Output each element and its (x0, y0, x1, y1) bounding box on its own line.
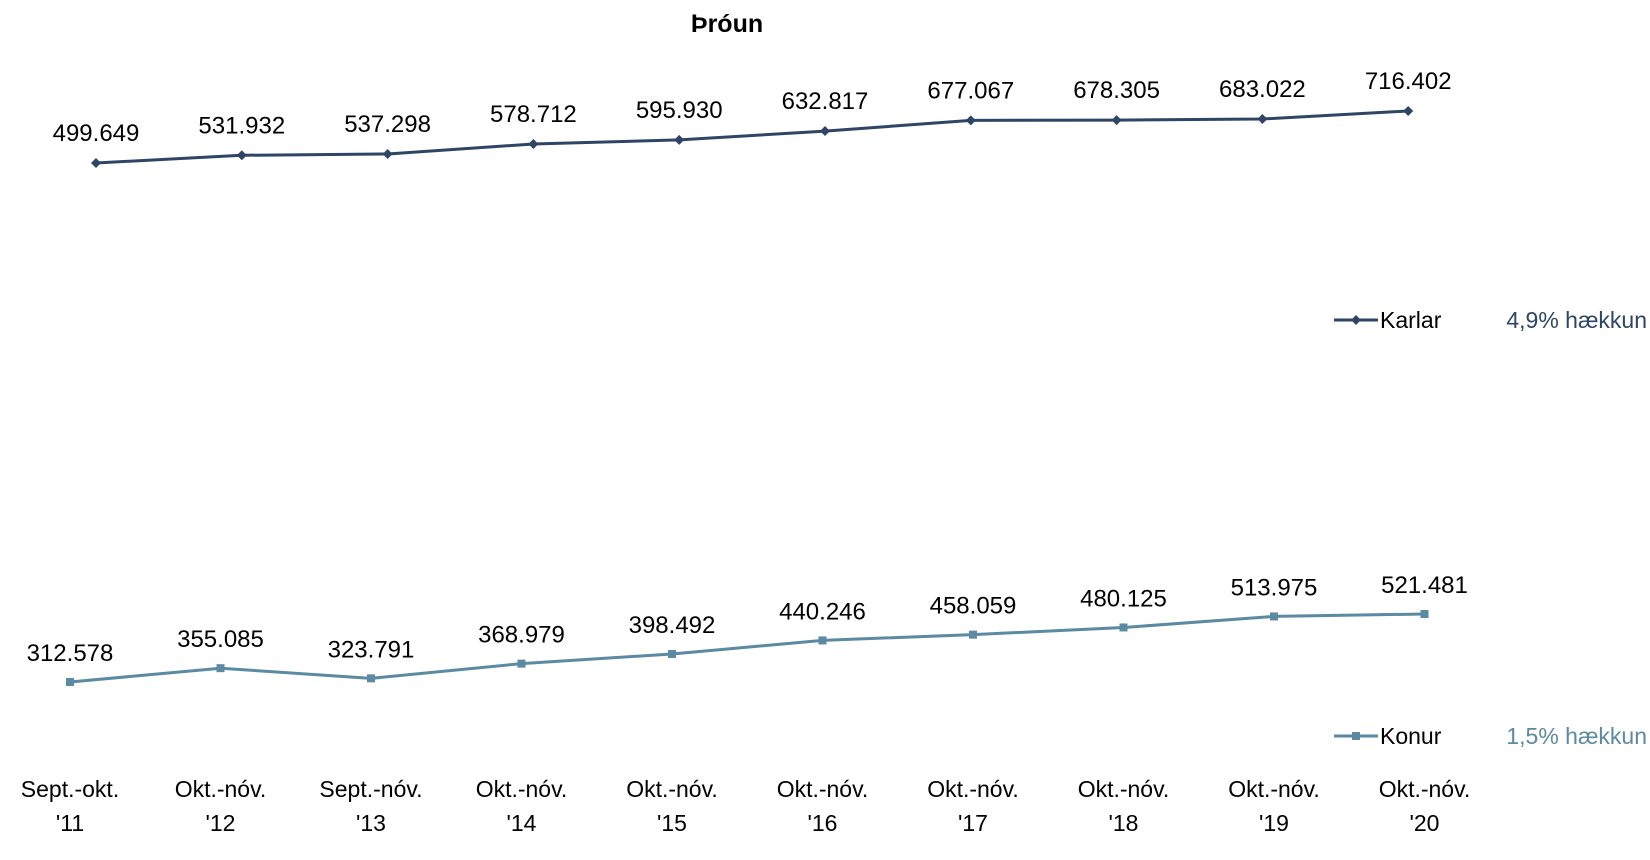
x-tick-label: Okt.-nóv. (1379, 776, 1471, 802)
data-label: 499.649 (53, 120, 140, 147)
x-tick-label: '13 (356, 810, 386, 836)
data-label: 683.022 (1219, 76, 1306, 103)
data-label: 677.067 (927, 77, 1014, 104)
data-point (1270, 612, 1278, 621)
data-point (674, 134, 685, 145)
series-line-karlar (94, 109, 1410, 165)
legend-item-konur: Konur 1,5% hækkun (1334, 723, 1647, 749)
x-tick-label: '19 (1259, 810, 1289, 836)
data-point (367, 674, 375, 683)
data-label: 513.975 (1231, 574, 1318, 601)
x-tick-label: '20 (1410, 810, 1440, 836)
data-label: 440.246 (779, 598, 866, 625)
x-tick-label: '14 (507, 810, 537, 836)
x-tick-label: Okt.-nóv. (927, 776, 1019, 802)
data-label: 531.932 (198, 112, 285, 139)
data-label: 458.059 (930, 593, 1017, 620)
x-axis: Sept.-okt. '11 Okt.-nóv. '12 Sept.-nóv. '13 Ok… (21, 776, 1471, 836)
data-label: 368.979 (478, 622, 565, 649)
legend-swatch-marker (1352, 732, 1360, 740)
chart-title: Þróun (691, 10, 763, 38)
data-label: 323.791 (328, 636, 415, 663)
legend-swatch-marker (1351, 315, 1361, 325)
data-point (1111, 115, 1122, 126)
data-label: 480.125 (1080, 585, 1167, 612)
series-konur: 312.578 355.085 323.791 368.979 398.492 440.2… (27, 572, 1468, 686)
legend-label: Karlar (1380, 307, 1442, 333)
data-label: 632.817 (782, 88, 869, 115)
data-point (818, 636, 827, 645)
data-point (1257, 114, 1268, 125)
data-label: 521.481 (1381, 572, 1468, 599)
legend-note: 4,9% hækkun (1506, 307, 1647, 333)
data-label: 537.298 (344, 111, 431, 138)
x-tick-label: '15 (657, 810, 687, 836)
data-label: 398.492 (629, 612, 716, 639)
data-point (1403, 106, 1414, 116)
x-tick-label: '18 (1109, 810, 1139, 836)
x-tick-label: '11 (56, 810, 84, 836)
x-tick-label: Okt.-nóv. (175, 776, 267, 802)
data-point (965, 115, 976, 126)
series-layer: 499.649 531.932 537.298 578.712 595.930 632.8… (27, 68, 1468, 686)
data-label: 595.930 (636, 97, 723, 124)
data-label: 355.085 (177, 626, 264, 653)
series-line-konur (68, 612, 1426, 684)
x-tick-label: Okt.-nóv. (777, 776, 869, 802)
data-label: 312.578 (27, 640, 114, 667)
data-label: 578.712 (490, 101, 577, 128)
data-point (969, 630, 977, 639)
x-tick-label: Sept.-okt. (21, 776, 119, 802)
x-tick-label: Okt.-nóv. (476, 776, 568, 802)
data-point (216, 664, 225, 673)
x-tick-label: '12 (206, 810, 236, 836)
x-tick-label: Sept.-nóv. (319, 776, 422, 802)
data-point (1119, 623, 1128, 632)
data-label: 678.305 (1073, 77, 1160, 104)
data-point (528, 139, 539, 150)
data-point (820, 126, 830, 137)
x-tick-label: Okt.-nóv. (1228, 776, 1320, 802)
data-point (66, 678, 74, 686)
legend-item-karlar: Karlar 4,9% hækkun (1334, 307, 1647, 333)
series-karlar: 499.649 531.932 537.298 578.712 595.930 632.8… (53, 68, 1452, 168)
data-point (668, 650, 676, 659)
x-tick-label: '17 (958, 810, 988, 836)
data-point (382, 148, 393, 159)
data-label: 716.402 (1365, 68, 1452, 95)
legend-note: 1,5% hækkun (1506, 723, 1647, 749)
x-tick-label: Okt.-nóv. (1078, 776, 1170, 802)
data-point (517, 659, 526, 668)
data-point (236, 150, 247, 161)
legend-label: Konur (1380, 723, 1442, 749)
legend: Karlar 4,9% hækkun Konur 1,5% hækkun (1334, 307, 1647, 749)
x-tick-label: '16 (808, 810, 838, 836)
data-point (91, 158, 101, 168)
x-tick-label: Okt.-nóv. (626, 776, 718, 802)
data-point (1420, 610, 1429, 618)
